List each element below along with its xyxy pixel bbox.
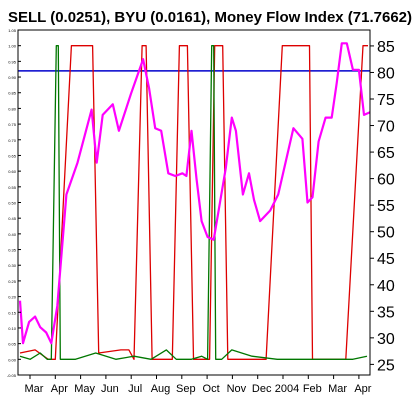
left-tick-label: 0.00 (8, 357, 17, 362)
x-tick-label: Nov (227, 383, 247, 395)
left-tick-label: 0.80 (8, 106, 17, 111)
left-tick-label: 1.05 (8, 28, 17, 33)
left-tick-label: 0.25 (8, 279, 17, 284)
right-tick-label: 50 (377, 225, 395, 242)
right-tick-label: 45 (377, 251, 395, 268)
left-tick-label: 0.15 (8, 310, 17, 315)
right-tick-label: 30 (377, 331, 395, 348)
left-tick-label: 0.20 (8, 295, 17, 300)
x-tick-label: Mar (328, 383, 347, 395)
left-tick-label: 0.60 (8, 169, 17, 174)
right-tick-label: 85 (377, 39, 395, 56)
left-tick-label: 0.40 (8, 232, 17, 237)
x-tick-label: Oct (203, 383, 220, 395)
series-line-sell (19, 45, 368, 360)
left-tick-label: 0.75 (8, 122, 17, 127)
left-tick-label: 0.45 (8, 216, 17, 221)
x-tick-label: Apr (354, 383, 371, 395)
x-tick-label: Jul (128, 383, 142, 395)
left-tick-label: 0.70 (8, 138, 17, 143)
x-tick-label: Aug (151, 383, 171, 395)
left-tick-label: -0.05 (7, 373, 17, 378)
right-tick-label: 60 (377, 172, 395, 189)
right-tick-label: 25 (377, 357, 395, 374)
right-tick-label: 35 (377, 304, 395, 321)
series-line-money-flow-index (18, 42, 371, 345)
right-tick-label: 40 (377, 278, 395, 295)
left-tick-label: 0.55 (8, 185, 17, 190)
right-tick-label: 80 (377, 65, 395, 82)
x-tick-label: Dec (252, 383, 272, 395)
x-tick-label: May (74, 383, 95, 395)
series-line-byu (19, 45, 368, 360)
x-tick-label: Sep (176, 383, 196, 395)
left-tick-label: 0.90 (8, 75, 17, 80)
right-tick-label: 70 (377, 119, 395, 136)
x-tick-label: Apr (51, 383, 68, 395)
right-tick-label: 75 (377, 92, 395, 109)
x-tick-label: Jun (101, 383, 119, 395)
right-tick-label: 55 (377, 198, 395, 215)
left-tick-label: 0.65 (8, 153, 17, 158)
left-tick-label: 0.85 (8, 91, 17, 96)
left-tick-label: 1.00 (8, 44, 17, 49)
chart-title: SELL (0.0251), BYU (0.0161), Money Flow … (8, 9, 412, 26)
x-tick-label: Feb (303, 383, 322, 395)
left-tick-label: 0.30 (8, 263, 17, 268)
left-tick-label: 0.05 (8, 342, 17, 347)
x-tick-label: 2004 (275, 383, 299, 395)
left-tick-label: 0.50 (8, 201, 17, 206)
right-tick-label: 65 (377, 145, 395, 162)
left-tick-label: 0.95 (8, 59, 17, 64)
left-tick-label: 0.35 (8, 248, 17, 253)
left-tick-label: 0.10 (8, 326, 17, 331)
x-tick-label: Mar (25, 383, 44, 395)
